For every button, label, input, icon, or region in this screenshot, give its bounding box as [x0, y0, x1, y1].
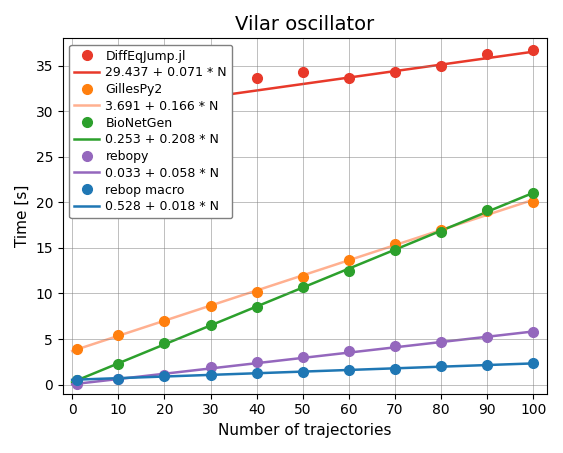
Legend: DiffEqJump.jl, 29.437 + 0.071 * N, GillesPy2, 3.691 + 0.166 * N, BioNetGen, 0.25: DiffEqJump.jl, 29.437 + 0.071 * N, Gille…	[69, 44, 232, 218]
Title: Vilar oscillator: Vilar oscillator	[235, 15, 375, 34]
X-axis label: Number of trajectories: Number of trajectories	[218, 423, 392, 438]
Y-axis label: Time [s]: Time [s]	[15, 185, 30, 247]
